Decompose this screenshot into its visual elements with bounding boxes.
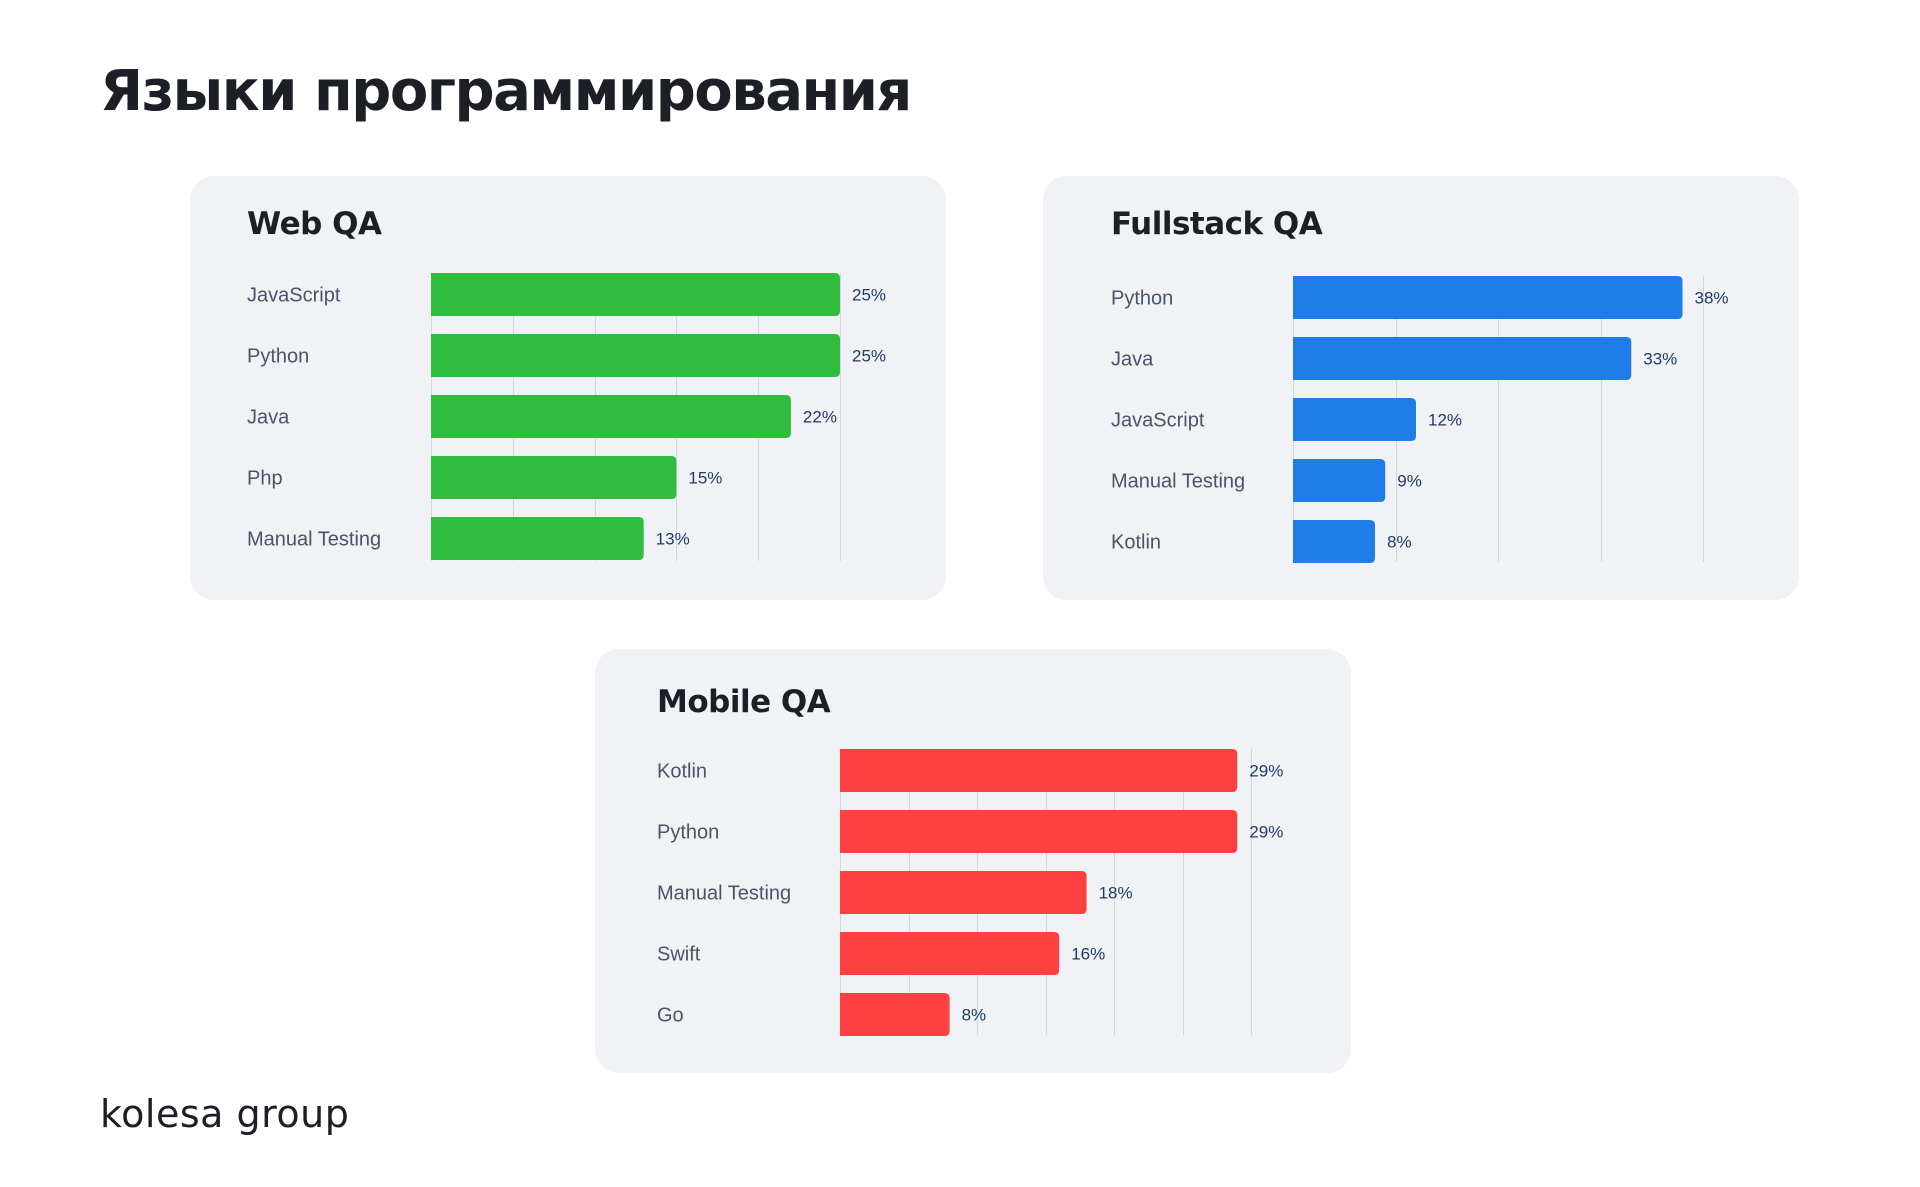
- bar: [431, 395, 791, 438]
- value-label: 29%: [1249, 762, 1283, 781]
- bar-chart-web-qa: JavaScript 25% Python 25% Java 22% Php 15% Manua…: [247, 273, 886, 561]
- bar: [840, 810, 1238, 853]
- bar: [840, 993, 950, 1036]
- bar-chart-mobile-qa: Kotlin 29% Python 29% Manual Testing 18% Swift…: [657, 749, 1283, 1036]
- bar: [1293, 276, 1683, 319]
- bar: [431, 334, 840, 377]
- value-label: 9%: [1397, 472, 1422, 491]
- category-label: Java: [1111, 349, 1154, 371]
- bar: [1293, 337, 1632, 380]
- category-label: Python: [247, 346, 309, 368]
- category-label: Manual Testing: [247, 529, 381, 551]
- page-title: Языки программирования: [100, 59, 912, 124]
- value-label: 38%: [1695, 289, 1729, 308]
- bar-chart-fullstack-qa: Python 38% Java 33% JavaScript 12% Manual Test…: [1111, 276, 1729, 563]
- value-label: 18%: [1099, 884, 1133, 903]
- category-label: Php: [247, 468, 283, 490]
- value-label: 22%: [803, 408, 837, 427]
- value-label: 12%: [1428, 411, 1462, 430]
- chart-card-web-qa: Web QA JavaScript 25% Python 25% Java 22% Php 1…: [190, 176, 946, 600]
- bar: [1293, 398, 1416, 441]
- value-label: 29%: [1249, 823, 1283, 842]
- category-label: Kotlin: [657, 761, 707, 783]
- chart-title: Mobile QA: [657, 684, 831, 720]
- value-label: 13%: [656, 530, 690, 549]
- chart-title: Web QA: [247, 206, 382, 242]
- category-label: Manual Testing: [1111, 471, 1245, 493]
- chart-card-mobile-qa: Mobile QA Kotlin 29% Python 29% Manual Testi…: [595, 649, 1351, 1073]
- category-label: Swift: [657, 944, 701, 966]
- brand-logo: kolesa group: [100, 1092, 350, 1136]
- value-label: 8%: [1387, 533, 1412, 552]
- bar: [1293, 520, 1375, 563]
- bar: [840, 749, 1238, 792]
- chart-title: Fullstack QA: [1111, 206, 1323, 242]
- category-label: Python: [1111, 288, 1173, 310]
- category-label: JavaScript: [1111, 410, 1205, 432]
- value-label: 25%: [852, 286, 886, 305]
- category-label: JavaScript: [247, 285, 341, 307]
- value-label: 25%: [852, 347, 886, 366]
- bar: [431, 273, 840, 316]
- bar: [431, 456, 677, 499]
- chart-card-fullstack-qa: Fullstack QA Python 38% Java 33% JavaScript 1…: [1043, 176, 1799, 600]
- category-label: Kotlin: [1111, 532, 1161, 554]
- value-label: 33%: [1643, 350, 1677, 369]
- value-label: 8%: [962, 1006, 987, 1025]
- bar: [840, 871, 1087, 914]
- value-label: 16%: [1071, 945, 1105, 964]
- bar: [840, 932, 1060, 975]
- bar: [431, 517, 644, 560]
- category-label: Manual Testing: [657, 883, 791, 905]
- category-label: Python: [657, 822, 719, 844]
- category-label: Java: [247, 407, 290, 429]
- value-label: 15%: [688, 469, 722, 488]
- category-label: Go: [657, 1005, 684, 1027]
- bar: [1293, 459, 1386, 502]
